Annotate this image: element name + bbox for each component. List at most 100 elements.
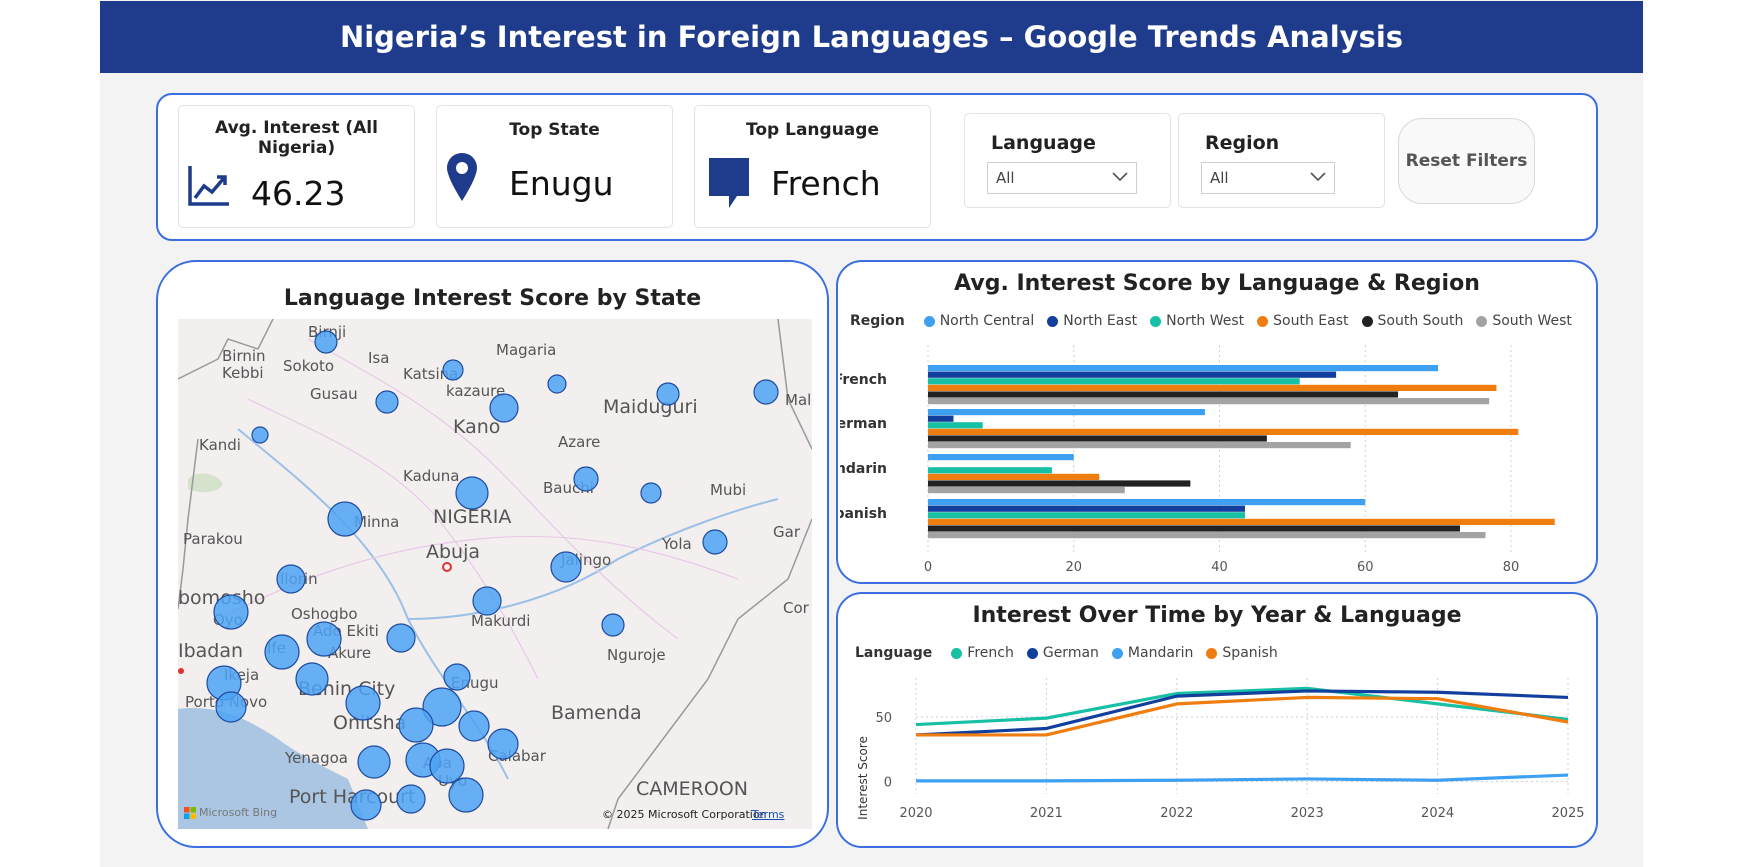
state-bubble[interactable] [547, 374, 567, 394]
state-bubble[interactable] [398, 707, 434, 743]
state-bubble[interactable] [489, 393, 519, 423]
state-bubble[interactable] [422, 687, 462, 727]
bar[interactable] [928, 499, 1366, 506]
state-bubble-map[interactable]: Birnin Kebbi Sokoto Isa Magaria Katsina kazaur… [178, 319, 812, 829]
state-bubble[interactable] [264, 634, 300, 670]
bar[interactable] [928, 415, 954, 422]
map-place-label: Bamenda [551, 702, 642, 724]
line-legend-item[interactable]: Spanish [1222, 645, 1278, 661]
bar[interactable] [928, 384, 1497, 391]
map-place-label: Makurdi [471, 612, 530, 630]
line-y-tick-label: 0 [884, 776, 892, 791]
bar-legend-item[interactable]: North East [1063, 313, 1138, 329]
bar[interactable] [928, 518, 1555, 525]
line-series[interactable] [915, 689, 1569, 737]
state-bubble[interactable] [448, 777, 484, 813]
line-x-tick-label: 2025 [1551, 806, 1584, 821]
bar[interactable] [928, 480, 1191, 487]
language-dropdown-value: All [996, 169, 1015, 187]
line-chart-title: Interest Over Time by Year & Language [972, 603, 1462, 628]
line-series[interactable] [916, 773, 1569, 783]
bar[interactable] [928, 473, 1100, 480]
kpi-top-state-card[interactable]: Top State Enugu [436, 105, 673, 228]
bar[interactable] [928, 442, 1351, 449]
bar[interactable] [928, 525, 1460, 532]
state-bubble[interactable] [472, 586, 502, 616]
state-bubble[interactable] [550, 551, 582, 583]
state-bubble[interactable] [375, 390, 399, 414]
line-legend-item[interactable]: German [1042, 645, 1099, 661]
map-place-label: Cor urba de N [783, 599, 812, 617]
state-bubble[interactable] [429, 748, 465, 784]
state-bubble[interactable] [656, 382, 680, 406]
bar[interactable] [928, 454, 1074, 461]
state-bubble[interactable] [215, 691, 247, 723]
kpi-avg-interest-card[interactable]: Avg. Interest (All Nigeria) 46.23 [178, 105, 415, 228]
map-place-label: Yola [661, 535, 692, 553]
line-x-tick-label: 2021 [1030, 806, 1063, 821]
bar[interactable] [928, 435, 1267, 442]
kpi-top-language-card[interactable]: Top Language French [694, 105, 931, 228]
map-place-label: Nguroje [607, 646, 666, 664]
map-terms-link[interactable]: Terms [752, 808, 785, 821]
bar[interactable] [928, 512, 1246, 519]
state-bubble[interactable] [601, 613, 625, 637]
language-slicer: Language All [964, 113, 1171, 208]
state-bubble[interactable] [458, 710, 490, 742]
bar-chart-title: Avg. Interest Score by Language & Region [954, 271, 1480, 296]
state-bubble[interactable] [327, 501, 363, 537]
line-legend-item[interactable]: French [967, 645, 1014, 661]
state-bubble[interactable] [640, 482, 662, 504]
bar-legend-item[interactable]: South West [1492, 313, 1572, 329]
state-bubble[interactable] [251, 426, 269, 444]
map-place-label: Kano [453, 416, 500, 438]
state-bubble[interactable] [487, 728, 519, 760]
bar[interactable] [928, 467, 1052, 474]
map-bubbles [206, 330, 779, 821]
map-place-label: Oshogbo [291, 605, 358, 623]
trend-chart-icon [187, 164, 231, 212]
state-bubble[interactable] [442, 359, 464, 381]
bar[interactable] [928, 422, 983, 429]
state-bubble[interactable] [573, 466, 599, 492]
state-bubble[interactable] [314, 330, 338, 354]
state-bubble[interactable] [386, 623, 416, 653]
state-bubble[interactable] [702, 529, 728, 555]
bar-legend-item[interactable]: North West [1166, 313, 1245, 329]
state-bubble[interactable] [276, 564, 306, 594]
state-bubble[interactable] [396, 784, 426, 814]
bar[interactable] [928, 428, 1519, 435]
state-bubble[interactable] [213, 594, 249, 630]
bar-legend-item[interactable]: North Central [939, 313, 1035, 329]
bar[interactable] [928, 378, 1300, 385]
state-bubble[interactable] [455, 476, 489, 510]
bar[interactable] [928, 391, 1399, 398]
bar[interactable] [928, 398, 1490, 405]
bar-x-tick-label: 60 [1357, 560, 1374, 575]
map-title: Language Interest Score by State [283, 286, 702, 311]
state-bubble[interactable] [443, 663, 471, 691]
state-bubble[interactable] [345, 685, 381, 721]
state-bubble[interactable] [295, 662, 329, 696]
line-series[interactable] [915, 686, 1569, 727]
line-legend-item[interactable]: Mandarin [1127, 645, 1194, 661]
bar[interactable] [928, 487, 1125, 494]
bar[interactable] [928, 365, 1439, 372]
reset-filters-button[interactable]: Reset Filters [1398, 118, 1535, 204]
bar-legend-item[interactable]: South East [1273, 313, 1349, 329]
state-bubble[interactable] [357, 745, 391, 779]
bar[interactable] [928, 409, 1205, 416]
line-series[interactable] [916, 695, 1569, 737]
line-legend-title: Language [855, 645, 933, 661]
region-dropdown[interactable]: All [1201, 162, 1335, 194]
line-y-tick-label: 50 [875, 711, 892, 726]
state-bubble[interactable] [753, 379, 779, 405]
bar[interactable] [928, 505, 1246, 512]
state-bubble[interactable] [350, 789, 382, 821]
bar-legend-item[interactable]: South South [1377, 313, 1464, 329]
bar[interactable] [928, 532, 1486, 539]
state-bubble[interactable] [306, 621, 342, 657]
kpi-avg-interest-value: 46.23 [251, 174, 346, 213]
language-dropdown[interactable]: All [987, 162, 1137, 194]
bar[interactable] [928, 371, 1337, 378]
